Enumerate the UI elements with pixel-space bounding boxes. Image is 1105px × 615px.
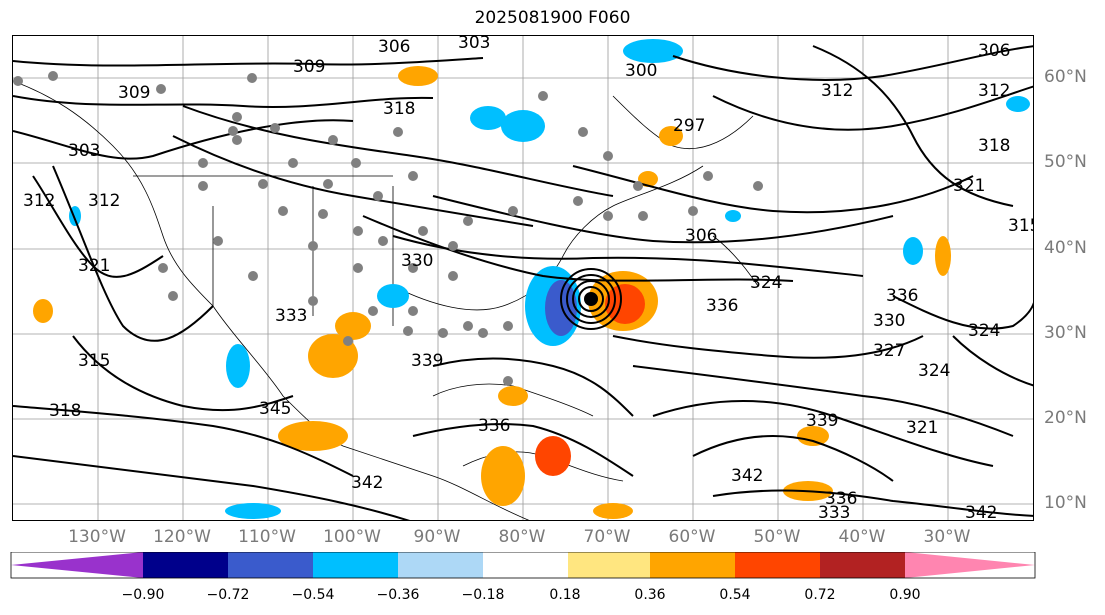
contour-label: 321 bbox=[953, 176, 985, 196]
lat-label: 60°N bbox=[1044, 67, 1087, 87]
contour-label: 318 bbox=[383, 99, 415, 119]
height-contours bbox=[13, 45, 1033, 520]
colorbar-segment bbox=[143, 552, 228, 578]
colorbar-segment bbox=[398, 552, 483, 578]
colorbar-segments bbox=[11, 552, 1035, 578]
lon-label: 30°W bbox=[923, 527, 971, 547]
contour-label: 342 bbox=[351, 473, 383, 493]
contour-label: 336 bbox=[706, 296, 738, 316]
lat-label: 10°N bbox=[1044, 493, 1087, 513]
colorbar-segment bbox=[228, 552, 313, 578]
contour-label: 309 bbox=[118, 83, 150, 103]
lat-label: 50°N bbox=[1044, 152, 1087, 172]
lat-label: 20°N bbox=[1044, 408, 1087, 428]
contour-label: 303 bbox=[68, 141, 100, 161]
colorbar-tick: −0.36 bbox=[376, 587, 420, 603]
contour-label: 336 bbox=[886, 286, 918, 306]
contour-label: 324 bbox=[750, 273, 782, 293]
colorbar-tick: 0.18 bbox=[549, 587, 581, 603]
contour-label: 315 bbox=[78, 351, 110, 371]
lon-label: 100°W bbox=[323, 527, 381, 547]
contour-label: 324 bbox=[918, 361, 950, 381]
contour-label: 306 bbox=[978, 41, 1010, 61]
contour-label: 330 bbox=[401, 251, 433, 271]
contour-label: 333 bbox=[275, 306, 307, 326]
contour-label: 318 bbox=[978, 136, 1010, 156]
colorbar-tick: 0.72 bbox=[804, 587, 836, 603]
contour-label: 318 bbox=[49, 401, 81, 421]
colorbar-tick: −0.18 bbox=[461, 587, 505, 603]
colorbar-tick: −0.72 bbox=[206, 587, 250, 603]
colorbar-tick: 0.54 bbox=[719, 587, 751, 603]
contour-label: 306 bbox=[378, 37, 410, 57]
contour-label: 312 bbox=[23, 191, 55, 211]
contour-label: 315 bbox=[1008, 216, 1034, 236]
lon-label: 110°W bbox=[238, 527, 296, 547]
contour-label: 339 bbox=[806, 411, 838, 431]
contour-label: 300 bbox=[625, 61, 657, 81]
colorbar-tick: 0.90 bbox=[889, 587, 921, 603]
contour-label: 312 bbox=[978, 81, 1010, 101]
colorbar-tick: −0.90 bbox=[121, 587, 165, 603]
contour-label: 327 bbox=[873, 341, 905, 361]
lon-label: 60°W bbox=[668, 527, 716, 547]
contour-label: 321 bbox=[78, 256, 110, 276]
contour-label: 303 bbox=[458, 36, 490, 53]
colorbar-extend-low bbox=[11, 552, 143, 578]
contour-label: 342 bbox=[965, 503, 997, 521]
contour-label: 333 bbox=[818, 503, 850, 521]
station-markers bbox=[13, 71, 763, 386]
contour-label: 297 bbox=[673, 116, 705, 136]
lon-label: 40°W bbox=[838, 527, 886, 547]
contour-label: 330 bbox=[873, 311, 905, 331]
contour-label: 312 bbox=[88, 191, 120, 211]
colorbar-tick: −0.54 bbox=[291, 587, 335, 603]
lon-label: 80°W bbox=[498, 527, 546, 547]
contour-label: 342 bbox=[731, 466, 763, 486]
map-canvas: 306 303 309 309 303 318 312 321 315 318 … bbox=[13, 36, 1034, 521]
contour-label: 324 bbox=[968, 321, 1000, 341]
contour-label: 345 bbox=[259, 399, 291, 419]
contour-label: 336 bbox=[478, 416, 510, 436]
lon-label: 120°W bbox=[153, 527, 211, 547]
colorbar-tick: 0.36 bbox=[634, 587, 666, 603]
contour-label: 339 bbox=[411, 351, 443, 371]
contour-label: 309 bbox=[293, 57, 325, 77]
lat-label: 30°N bbox=[1044, 323, 1087, 343]
contour-label: 312 bbox=[821, 81, 853, 101]
contour-label: 306 bbox=[685, 226, 717, 246]
map-panel: 306 303 309 309 303 318 312 321 315 318 … bbox=[12, 35, 1034, 521]
colorbar-segment bbox=[313, 552, 398, 578]
lon-label: 130°W bbox=[68, 527, 126, 547]
lon-label: 70°W bbox=[583, 527, 631, 547]
contour-label: 321 bbox=[906, 418, 938, 438]
colorbar-segment bbox=[735, 552, 820, 578]
contour-labels: 306 303 309 309 303 318 312 321 315 318 … bbox=[23, 36, 1034, 521]
colorbar-segment bbox=[568, 552, 650, 578]
colorbar-segment bbox=[650, 552, 735, 578]
graticule bbox=[13, 36, 1033, 520]
lat-label: 40°N bbox=[1044, 238, 1087, 258]
omega-fill-patches bbox=[33, 39, 1030, 519]
colorbar-extend-high bbox=[905, 552, 1035, 578]
colorbar-segment bbox=[483, 552, 568, 578]
contour-label: 336 bbox=[825, 489, 857, 509]
chart-title: 2025081900 F060 bbox=[474, 8, 631, 28]
colorbar bbox=[10, 552, 1036, 579]
lon-label: 50°W bbox=[753, 527, 801, 547]
lon-label: 90°W bbox=[413, 527, 461, 547]
colorbar-segment bbox=[820, 552, 905, 578]
